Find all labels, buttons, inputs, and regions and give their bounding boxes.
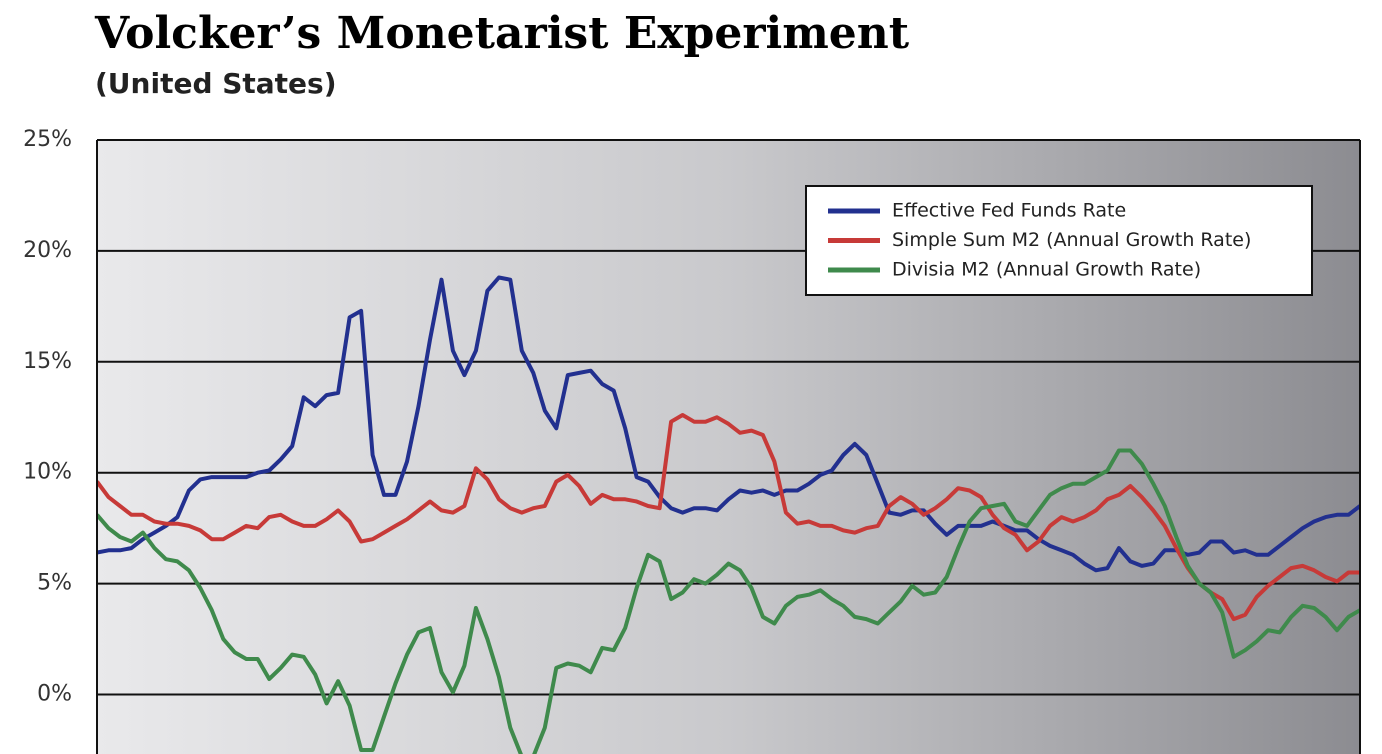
y-tick-label: 0% <box>37 682 72 707</box>
chart-title: Volcker’s Monetarist Experiment <box>94 8 910 59</box>
y-tick-label: 5% <box>37 571 72 596</box>
legend-label: Divisia M2 (Annual Growth Rate) <box>892 259 1201 281</box>
legend-box <box>805 185 1313 296</box>
y-tick-label: 15% <box>23 349 72 374</box>
series-line <box>97 413 1360 622</box>
y-tick-label: 25% <box>23 127 72 152</box>
series-line <box>97 275 1360 573</box>
legend-label: Simple Sum M2 (Annual Growth Rate) <box>892 229 1251 251</box>
y-tick-label: 10% <box>23 460 72 485</box>
series-line <box>97 448 1360 754</box>
y-tick-label: 20% <box>23 238 72 263</box>
legend-label: Effective Fed Funds Rate <box>892 200 1126 222</box>
chart-subtitle: (United States) <box>95 67 337 100</box>
